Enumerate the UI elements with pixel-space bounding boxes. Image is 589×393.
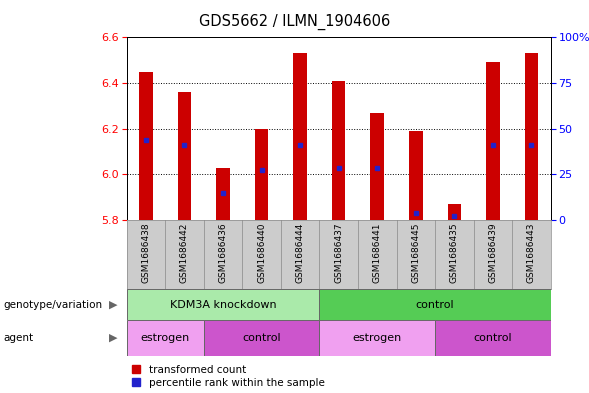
Bar (332, 81, 345, 220)
Bar (127, 289, 319, 320)
Text: GSM1686439: GSM1686439 (488, 222, 497, 283)
Bar (525, 53, 538, 220)
Bar (319, 289, 551, 320)
Text: GSM1686441: GSM1686441 (373, 222, 382, 283)
Bar (255, 129, 269, 220)
Text: GSM1686443: GSM1686443 (527, 222, 536, 283)
Bar (435, 320, 551, 356)
Bar (216, 167, 230, 220)
Text: GSM1686440: GSM1686440 (257, 222, 266, 283)
Text: estrogen: estrogen (353, 333, 402, 343)
Bar (204, 320, 319, 356)
Bar (139, 72, 153, 220)
Text: GSM1686435: GSM1686435 (450, 222, 459, 283)
Text: GSM1686437: GSM1686437 (334, 222, 343, 283)
Bar (448, 204, 461, 220)
Text: GSM1686445: GSM1686445 (411, 222, 421, 283)
Bar (370, 113, 384, 220)
Text: control: control (242, 333, 281, 343)
Text: genotype/variation: genotype/variation (3, 299, 102, 310)
Text: ▶: ▶ (110, 333, 118, 343)
Text: GSM1686438: GSM1686438 (141, 222, 150, 283)
Bar (409, 131, 422, 220)
Text: GSM1686436: GSM1686436 (219, 222, 227, 283)
Text: GDS5662 / ILMN_1904606: GDS5662 / ILMN_1904606 (199, 14, 390, 30)
Text: KDM3A knockdown: KDM3A knockdown (170, 299, 276, 310)
Text: estrogen: estrogen (141, 333, 190, 343)
Text: GSM1686444: GSM1686444 (296, 222, 305, 283)
Text: agent: agent (3, 333, 33, 343)
Bar (178, 92, 191, 220)
Text: GSM1686442: GSM1686442 (180, 222, 189, 283)
Legend: transformed count, percentile rank within the sample: transformed count, percentile rank withi… (132, 365, 325, 388)
Text: control: control (474, 333, 512, 343)
Text: control: control (416, 299, 454, 310)
Bar (127, 320, 204, 356)
Bar (486, 62, 499, 220)
Bar (319, 320, 435, 356)
Bar (293, 53, 307, 220)
Text: ▶: ▶ (110, 299, 118, 310)
